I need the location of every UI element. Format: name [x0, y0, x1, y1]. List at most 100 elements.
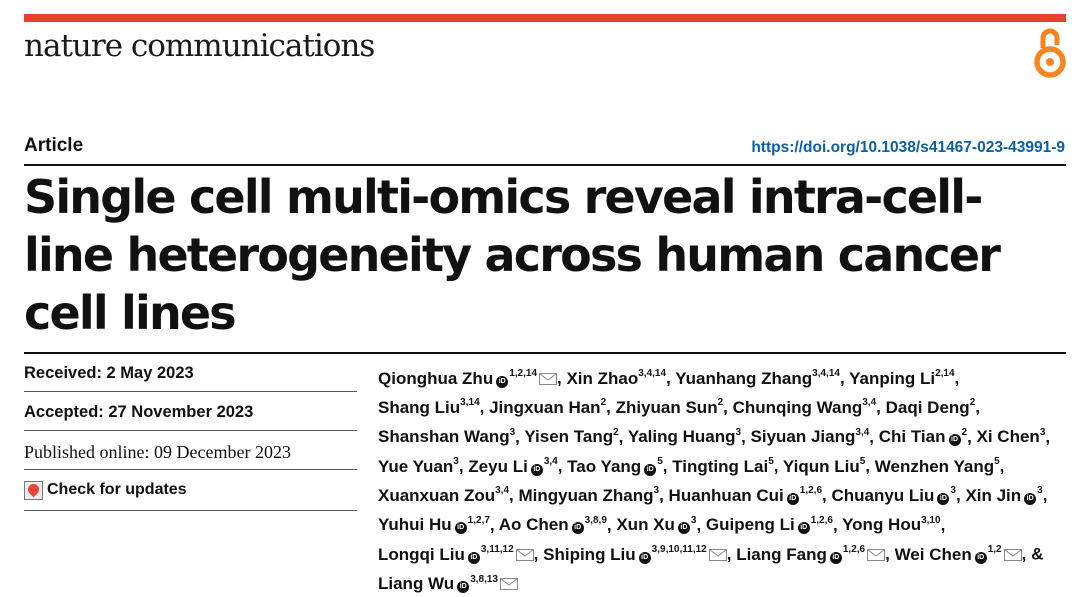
author-item: Tingting Lai5 [672, 456, 774, 476]
open-access-lock-icon [1034, 28, 1066, 78]
author-name[interactable]: Siyuan Jiang [750, 427, 856, 447]
author-affiliation: 3,4,14 [638, 368, 667, 379]
email-icon[interactable] [515, 548, 534, 561]
orcid-icon[interactable]: iD [786, 493, 799, 506]
orcid-icon[interactable]: iD [457, 581, 470, 594]
orcid-icon[interactable]: iD [571, 522, 584, 535]
orcid-icon[interactable]: iD [638, 551, 651, 564]
author-name[interactable]: Mingyuan Zhang [518, 486, 654, 506]
author-name[interactable]: Liang Fang [736, 544, 827, 564]
author-name[interactable]: Tao Yang [567, 456, 642, 476]
crossmark-icon [24, 480, 43, 500]
check-for-updates-label: Check for updates [47, 481, 187, 498]
orcid-icon[interactable]: iD [797, 522, 810, 535]
orcid-icon[interactable]: iD [974, 551, 987, 564]
author-name[interactable]: Chuanyu Liu [831, 486, 935, 506]
author-name[interactable]: Jingxuan Han [489, 398, 601, 418]
author-separator: , [606, 398, 616, 418]
author-affiliation: 3 [453, 456, 459, 468]
author-name[interactable]: Chunqing Wang [732, 398, 863, 418]
email-icon[interactable] [500, 578, 518, 591]
doi-link[interactable]: https://doi.org/10.1038/s41467-023-43991… [751, 139, 1065, 156]
author-affiliation: 1,2 [987, 544, 1002, 556]
orcid-icon[interactable]: iD [948, 434, 961, 447]
author-name[interactable]: Yuhui Hu [378, 515, 452, 535]
author-affiliation: 2 [717, 397, 724, 409]
author-separator: , [1042, 486, 1048, 506]
author-affiliation: 5 [657, 456, 663, 468]
author-name[interactable]: Daqi Deng [885, 398, 970, 418]
author-name[interactable]: Shang Liu [378, 398, 461, 418]
author-name[interactable]: Wenzhen Yang [874, 456, 995, 476]
author-item: Tao Yang iD5 [567, 456, 663, 476]
author-separator: , [975, 398, 980, 418]
author-name[interactable]: Guipeng Li [705, 515, 795, 535]
author-name[interactable]: Zhiyuan Sun [615, 398, 718, 418]
author-name[interactable]: Qionghua Zhu [378, 368, 494, 388]
email-icon[interactable] [1003, 548, 1022, 561]
journal-name[interactable]: nature communications [24, 28, 375, 64]
orcid-icon[interactable]: iD [1024, 493, 1037, 506]
author-separator: , [509, 486, 519, 506]
check-for-updates-button[interactable]: Check for updates [24, 470, 357, 510]
author-name[interactable]: Xin Zhao [566, 368, 639, 388]
author-name[interactable]: Shiping Liu [543, 544, 636, 564]
orcid-icon[interactable]: iD [530, 463, 543, 476]
author-item: Shanshan Wang3 [378, 427, 515, 447]
author-name[interactable]: Tingting Lai [672, 456, 769, 476]
author-affiliation: 3,4 [855, 426, 870, 438]
author-name[interactable]: Ao Chen [498, 515, 569, 535]
author-name[interactable]: Shanshan Wang [378, 427, 510, 447]
orcid-icon[interactable]: iD [496, 375, 509, 388]
orcid-icon[interactable]: iD [644, 463, 657, 476]
author-name[interactable]: Yaling Huang [627, 427, 736, 447]
author-item: Daqi Deng2 [885, 397, 976, 418]
article-title: Single cell multi-omics reveal intra-cel… [24, 170, 1001, 340]
author-affiliation: 3,9,10,11,12 [651, 544, 707, 556]
author-name[interactable]: Yue Yuan [378, 456, 454, 476]
author-name[interactable]: Xun Xu [616, 515, 675, 535]
author-name[interactable]: Xuanxuan Zou [378, 486, 496, 506]
accepted-date: Accepted: 27 November 2023 [24, 403, 254, 421]
author-separator: , [999, 456, 1005, 476]
author-separator: , [832, 515, 843, 535]
author-affiliation: 1,2,6 [842, 544, 866, 556]
author-affiliation: 1,2,14 [509, 368, 538, 379]
author-item: Zhiyuan Sun2 [615, 397, 724, 418]
author-separator: , [696, 515, 706, 535]
author-name[interactable]: Yanping Li [849, 368, 936, 388]
author-name[interactable]: Zeyu Li [468, 456, 528, 476]
author-name[interactable]: Liang Wu [378, 574, 455, 594]
accepted-date-row: Accepted: 27 November 2023 [24, 392, 357, 431]
orcid-icon[interactable]: iD [829, 551, 842, 564]
author-name[interactable]: Yuanhang Zhang [675, 368, 813, 388]
author-separator: , [666, 368, 676, 388]
author-name[interactable]: Yisen Tang [524, 427, 614, 447]
orcid-icon[interactable]: iD [467, 551, 480, 564]
author-name[interactable]: Wei Chen [894, 544, 972, 564]
title-divider [24, 164, 1066, 166]
author-name[interactable]: Chi Tian [878, 427, 946, 447]
author-affiliation: 1,2,6 [810, 514, 833, 526]
author-name[interactable]: Xin Jin [965, 486, 1022, 506]
author-item: Yiqun Liu5 [782, 456, 865, 476]
author-name[interactable]: Longqi Liu [378, 544, 465, 564]
author-item: Zeyu Li iD3,4 [468, 456, 558, 476]
author-name[interactable]: Yiqun Liu [782, 456, 860, 476]
email-icon[interactable] [708, 548, 727, 561]
orcid-icon[interactable]: iD [454, 522, 467, 535]
author-item: Xun Xu iD3 [616, 515, 696, 535]
email-icon[interactable] [867, 548, 886, 561]
author-affiliation: 3 [735, 426, 742, 438]
author-separator: , [489, 515, 499, 535]
orcid-icon[interactable]: iD [937, 493, 950, 506]
author-separator: , [865, 456, 875, 476]
orcid-icon[interactable]: iD [677, 522, 690, 535]
author-conjunction: & [1031, 544, 1044, 564]
author-name[interactable]: Huanhuan Cui [668, 486, 784, 506]
author-name[interactable]: Xi Chen [976, 427, 1040, 447]
author-affiliation: 2 [961, 426, 968, 438]
author-separator: , [533, 544, 544, 564]
email-icon[interactable] [539, 372, 558, 385]
author-name[interactable]: Yong Hou [842, 515, 922, 535]
